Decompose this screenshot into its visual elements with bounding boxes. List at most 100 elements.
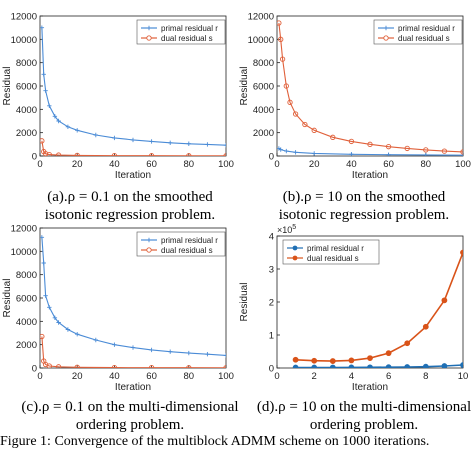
data-point: [277, 20, 282, 26]
data-point: [292, 364, 299, 368]
y-tick-label: 1: [269, 331, 274, 342]
x-tick-label: 10: [458, 371, 469, 382]
data-point: [205, 352, 210, 357]
x-tick-label: 80: [421, 159, 432, 170]
data-point: [330, 134, 336, 140]
y-tick-label: 10000: [11, 35, 37, 46]
series-line-0: [41, 237, 226, 356]
x-axis-label: Iteration: [352, 170, 388, 181]
data-point: [404, 364, 411, 368]
data-point: [349, 152, 354, 156]
data-point: [329, 358, 336, 364]
data-point: [46, 151, 52, 156]
y-tick-label: 12000: [11, 224, 37, 235]
data-point: [386, 152, 391, 156]
data-point: [223, 365, 226, 368]
x-tick-label: 0: [274, 371, 279, 382]
series-line-1: [41, 140, 226, 156]
data-point: [292, 356, 299, 363]
caption-a: (a).ρ = 0.1 on the smoothed isotonic reg…: [44, 189, 216, 223]
data-point: [441, 297, 448, 304]
data-point: [284, 148, 289, 154]
data-point: [130, 137, 136, 143]
data-point: [46, 363, 52, 368]
y-tick-label: 12000: [11, 12, 37, 23]
data-point: [205, 142, 210, 147]
x-tick-label: 100: [455, 159, 471, 170]
data-point: [75, 128, 80, 133]
series-line-1: [295, 252, 463, 362]
data-point: [75, 331, 80, 337]
y-tick-label: 10000: [248, 35, 274, 46]
data-point: [278, 147, 283, 152]
data-point: [441, 363, 448, 368]
x-tick-label: 80: [184, 159, 195, 170]
y-tick-label: 6000: [16, 82, 37, 93]
legend-label: dual residual s: [161, 34, 213, 43]
data-point: [40, 138, 45, 144]
data-point: [148, 365, 155, 368]
data-point: [278, 36, 284, 42]
plot-area: [40, 25, 226, 156]
data-point: [40, 235, 45, 240]
series-line-1: [278, 22, 463, 153]
y-tick-label: 0: [269, 364, 274, 375]
y-multiplier: ×105: [277, 224, 296, 235]
data-point: [460, 149, 463, 155]
data-point: [367, 364, 373, 368]
legend-marker: [146, 247, 152, 253]
y-tick-label: 0: [32, 364, 37, 375]
data-point: [56, 118, 61, 124]
data-point: [422, 323, 429, 330]
data-point: [311, 127, 317, 133]
x-tick-label: 20: [72, 371, 83, 382]
data-point: [40, 333, 45, 340]
y-tick-label: 0: [32, 152, 37, 163]
data-point: [223, 153, 226, 156]
x-tick-label: 100: [218, 371, 234, 382]
data-point: [52, 114, 58, 119]
data-point: [422, 363, 429, 368]
data-point: [74, 152, 80, 156]
legend-label: dual residual s: [398, 34, 450, 43]
chart-2: 0 20 40 60 80 100 0 2000 4000 6000 8000 10000 12000 I…: [2, 224, 234, 394]
legend-label: primal residual r: [161, 24, 218, 33]
legend-marker: [146, 25, 152, 31]
x-tick-label: 0: [274, 159, 279, 170]
y-tick-label: 4: [269, 232, 274, 243]
data-point: [279, 56, 286, 62]
y-tick-label: 4000: [16, 105, 37, 116]
data-point: [41, 260, 46, 266]
x-tick-label: 0: [37, 159, 42, 170]
x-tick-label: 4: [349, 371, 354, 382]
data-point: [93, 132, 98, 138]
plot-area: [277, 20, 463, 156]
data-point: [93, 337, 98, 343]
data-point: [186, 365, 192, 368]
y-axis-label: Residual: [2, 67, 13, 106]
data-point: [43, 88, 48, 93]
x-tick-label: 40: [109, 159, 120, 170]
data-point: [186, 350, 191, 356]
data-point: [130, 345, 136, 350]
y-tick-label: 8000: [16, 270, 37, 281]
legend-marker: [146, 237, 152, 243]
data-point: [186, 141, 191, 146]
legend-box: [282, 239, 380, 265]
y-tick-label: 12000: [248, 12, 274, 23]
series-line-0: [295, 364, 463, 368]
y-tick-label: 2: [269, 298, 274, 309]
data-point: [423, 152, 428, 156]
data-point: [348, 364, 355, 368]
data-point: [348, 357, 355, 364]
data-point: [302, 121, 308, 128]
x-tick-label: 40: [346, 159, 357, 170]
series-line-0: [41, 27, 226, 146]
legend-marker: [146, 35, 152, 41]
y-tick-label: 2000: [253, 128, 274, 139]
x-tick-label: 8: [423, 371, 428, 382]
x-tick-label: 60: [383, 159, 394, 170]
data-point: [404, 340, 411, 347]
data-point: [111, 153, 118, 156]
caption-d: (d).ρ = 10 on the multi-dimensional orde…: [256, 399, 472, 433]
